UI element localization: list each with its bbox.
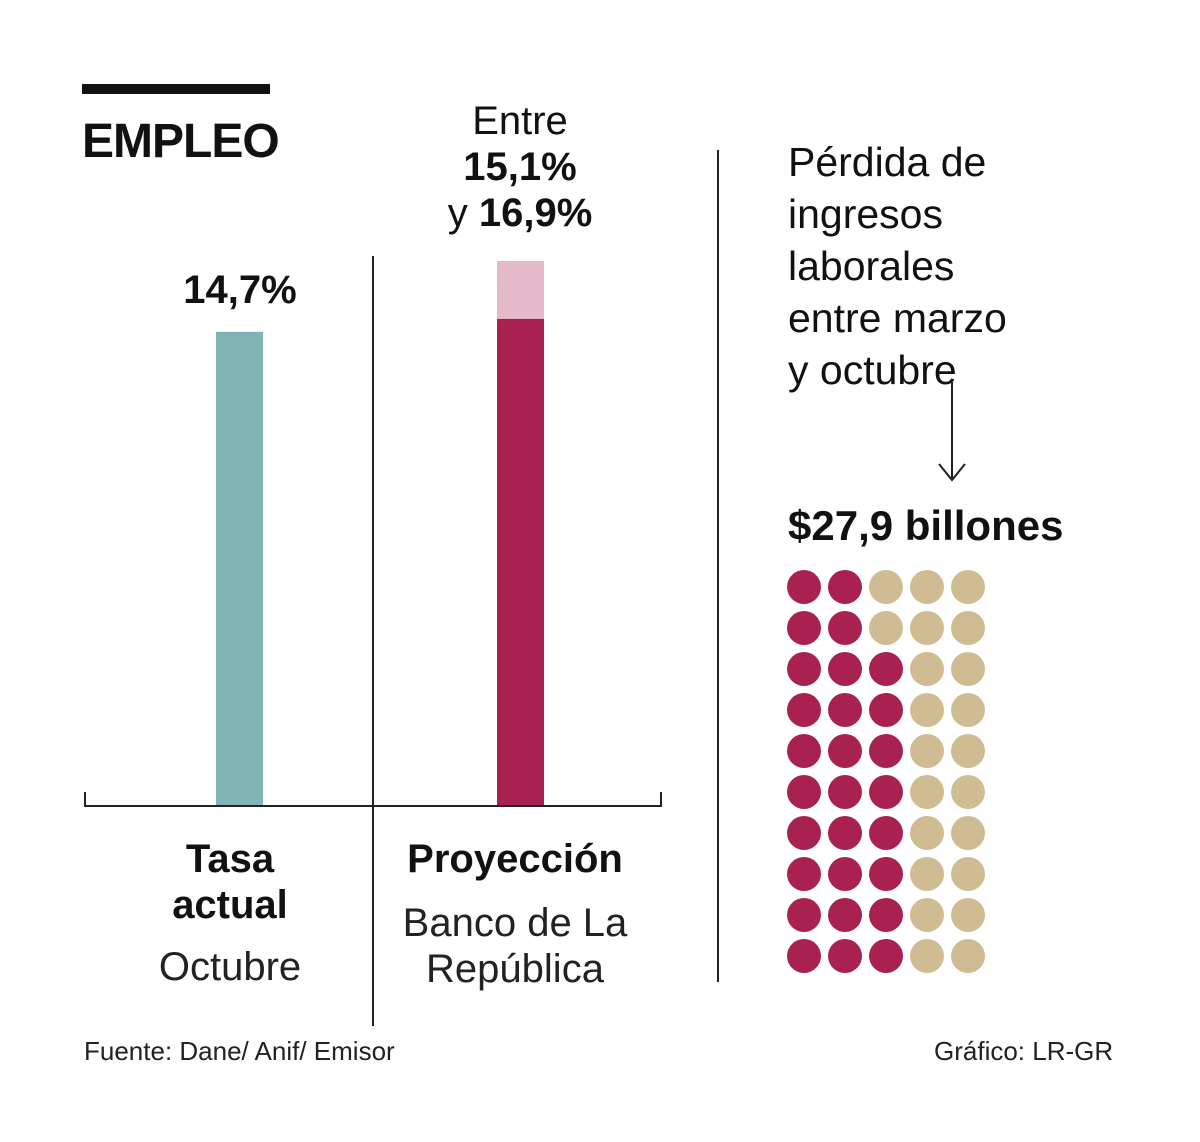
- down-arrow-icon: [938, 382, 966, 482]
- dot-filled: [869, 857, 903, 891]
- range-connector: y: [447, 191, 468, 235]
- range-low: 15,1%: [463, 145, 577, 189]
- dot-filled: [787, 611, 821, 645]
- dot-filled: [787, 857, 821, 891]
- dot-filled: [828, 570, 862, 604]
- dot-empty: [951, 775, 985, 809]
- dot-filled: [787, 775, 821, 809]
- dot-filled: [787, 652, 821, 686]
- dot-empty: [910, 734, 944, 768]
- dot-filled: [869, 734, 903, 768]
- dot-empty: [869, 611, 903, 645]
- dot-empty: [951, 939, 985, 973]
- category-actual-line2: actual: [172, 883, 288, 927]
- dot-filled: [787, 939, 821, 973]
- dot-empty: [910, 775, 944, 809]
- dot-empty: [951, 816, 985, 850]
- dot-filled: [828, 898, 862, 932]
- graphic-credit: Gráfico: LR-GR: [934, 1036, 1114, 1066]
- dot-empty: [910, 816, 944, 850]
- dot-filled: [869, 652, 903, 686]
- source-note: Fuente: Dane/ Anif/ Emisor: [84, 1036, 395, 1066]
- dot-empty: [910, 898, 944, 932]
- dot-filled: [869, 693, 903, 727]
- projection-range-label: Entre 15,1% y 16,9%: [410, 98, 630, 236]
- dot-filled: [869, 898, 903, 932]
- dot-filled: [787, 734, 821, 768]
- dot-filled: [828, 652, 862, 686]
- loss-description: Pérdida de ingresos laborales entre marz…: [788, 136, 1007, 396]
- dot-empty: [910, 693, 944, 727]
- dot-empty: [951, 734, 985, 768]
- category-label-actual: Tasa actual Octubre: [130, 836, 330, 990]
- dot-filled: [828, 693, 862, 727]
- bar-actual: [216, 331, 263, 805]
- category-actual-line1: Tasa: [185, 837, 275, 881]
- range-high: 16,9%: [478, 191, 593, 235]
- dot-filled: [787, 816, 821, 850]
- range-high-row: y 16,9%: [410, 190, 630, 236]
- category-divider: [372, 256, 374, 1026]
- dot-empty: [910, 611, 944, 645]
- loss-amount: $27,9 billones: [788, 502, 1064, 549]
- dot-empty: [869, 570, 903, 604]
- dot-filled: [828, 734, 862, 768]
- dot-empty: [910, 570, 944, 604]
- range-prefix: Entre: [472, 99, 568, 143]
- dot-filled: [869, 775, 903, 809]
- dot-filled: [828, 857, 862, 891]
- dot-filled: [828, 775, 862, 809]
- chart-title: EMPLEO: [82, 115, 280, 168]
- dot-filled: [787, 898, 821, 932]
- dot-empty: [910, 857, 944, 891]
- loss-line-3: laborales: [788, 243, 955, 289]
- dot-empty: [910, 939, 944, 973]
- dot-empty: [951, 857, 985, 891]
- category-actual-sublabel: Octubre: [158, 945, 302, 989]
- dot-empty: [951, 570, 985, 604]
- bar-chart: [84, 261, 662, 807]
- dot-filled: [787, 693, 821, 727]
- dot-empty: [910, 652, 944, 686]
- category-label-projection: Proyección Banco de La República: [380, 836, 650, 992]
- dot-empty: [951, 652, 985, 686]
- title-rule: [82, 84, 270, 94]
- dot-empty: [951, 693, 985, 727]
- loss-line-5: y octubre: [788, 347, 957, 393]
- dot-empty: [951, 898, 985, 932]
- bar-projection-low: [497, 318, 544, 805]
- loss-line-2: ingresos: [788, 191, 943, 237]
- section-divider: [717, 150, 719, 982]
- loss-line-1: Pérdida de: [788, 139, 987, 185]
- dot-filled: [787, 570, 821, 604]
- category-projection-sub2: República: [426, 947, 604, 991]
- dot-filled: [869, 939, 903, 973]
- dot-filled: [869, 816, 903, 850]
- bar-value-actual: 14,7%: [183, 268, 297, 312]
- dot-filled: [828, 611, 862, 645]
- loss-line-4: entre marzo: [788, 295, 1007, 341]
- category-projection-sub1: Banco de La: [402, 901, 628, 945]
- dot-filled: [828, 939, 862, 973]
- dot-empty: [951, 611, 985, 645]
- category-projection-title: Proyección: [407, 837, 623, 881]
- dot-grid: [787, 570, 985, 973]
- dot-filled: [828, 816, 862, 850]
